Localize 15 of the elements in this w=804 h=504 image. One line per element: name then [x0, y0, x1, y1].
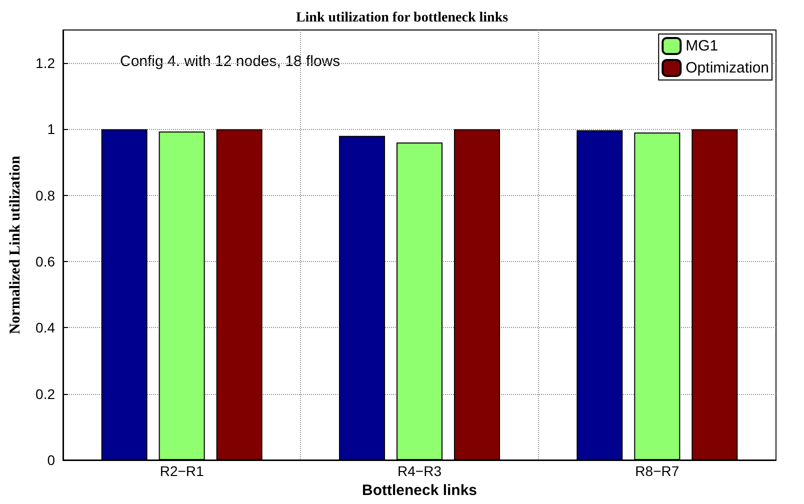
legend-label: MG1 — [686, 38, 718, 54]
chart-title: Link utilization for bottleneck links — [296, 10, 509, 26]
y-tick-label: 0.6 — [36, 254, 56, 270]
y-tick-label: 0.4 — [36, 320, 56, 336]
x-tick-label: R2−R1 — [160, 463, 204, 479]
legend-label: Optimization — [686, 60, 770, 76]
y-tick-label: 0.2 — [36, 386, 56, 402]
y-axis-title: Normalized Link utilization — [8, 155, 24, 334]
y-tick-label: 0 — [47, 452, 56, 468]
y-tick-label: 1 — [47, 121, 56, 138]
x-tick-label: R8−R7 — [635, 463, 680, 479]
x-tick-label: R4−R3 — [398, 463, 442, 479]
x-axis-title: Bottleneck links — [362, 482, 478, 499]
y-tick-label: 0.8 — [36, 187, 56, 204]
y-tick-label: 1.2 — [36, 55, 56, 72]
